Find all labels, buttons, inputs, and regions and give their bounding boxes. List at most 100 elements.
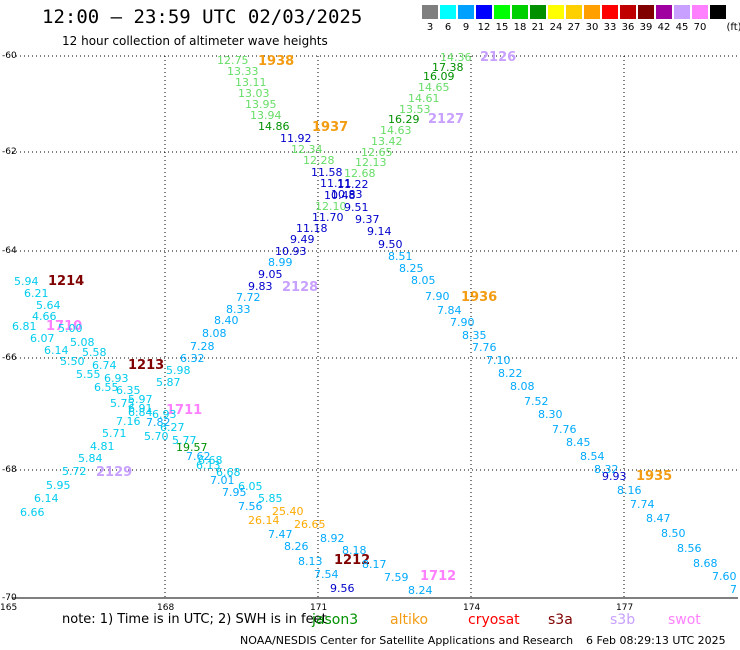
swh-reading: 5.94 [14, 275, 39, 288]
track-time-label: 1213 [128, 358, 164, 373]
swh-reading: 7.95 [222, 486, 247, 499]
swh-reading: 13.94 [250, 109, 282, 122]
swh-reading: 16.29 [388, 113, 420, 126]
swh-reading: 6.05 [238, 480, 263, 493]
latitude-label: -64 [2, 246, 17, 256]
legend-swatch [566, 5, 582, 19]
swh-reading: 8.16 [617, 484, 642, 497]
swh-reading: 8.92 [320, 532, 345, 545]
track-time-label: 1937 [312, 120, 348, 135]
legend-label: 18 [513, 22, 527, 33]
swh-reading: 6.27 [160, 421, 185, 434]
satellite-legend-s3a: s3a [548, 612, 573, 628]
swh-reading: 9.56 [330, 582, 355, 595]
swh-reading: 5.95 [46, 479, 71, 492]
swh-reading: 7.16 [116, 415, 141, 428]
legend-label: 12 [477, 22, 491, 33]
swh-reading: 8.08 [510, 380, 535, 393]
swh-reading: 9.37 [355, 213, 380, 226]
legend-label: 39 [639, 22, 653, 33]
swh-reading: 5.58 [82, 346, 107, 359]
swh-reading: 12.75 [217, 54, 249, 67]
track-time-label: 1935 [636, 469, 672, 484]
swh-reading: 5.64 [36, 299, 61, 312]
swh-reading: 11.92 [280, 132, 312, 145]
swh-reading: 16.09 [423, 70, 455, 83]
legend-label: 42 [657, 22, 671, 33]
legend-swatch [638, 5, 654, 19]
legend-swatch [656, 5, 672, 19]
swh-reading: 6.07 [30, 332, 55, 345]
swh-reading: 6.68 [216, 466, 241, 479]
swh-reading: 14.61 [408, 92, 440, 105]
swh-reading: 7 [730, 583, 737, 596]
swh-reading: 19.57 [176, 441, 208, 454]
legend-label: 33 [603, 22, 617, 33]
swh-reading: 6.91 [128, 402, 153, 415]
swh-reading: 4.81 [90, 440, 115, 453]
legend-label: 36 [621, 22, 635, 33]
swh-reading: 12.68 [344, 167, 376, 180]
footer-note: note: 1) Time is in UTC; 2) SWH is in fe… [62, 612, 327, 627]
legend-unit: (ft) [726, 22, 740, 33]
legend-swatch [494, 5, 510, 19]
latitude-label: -62 [2, 147, 17, 157]
legend-label: 15 [495, 22, 509, 33]
legend-label: 30 [585, 22, 599, 33]
track-time-label: 1711 [166, 403, 202, 418]
swh-reading: 26.65 [294, 518, 326, 531]
legend-swatch [602, 5, 618, 19]
swh-reading: 10.93 [275, 245, 307, 258]
swh-reading: 6.66 [20, 506, 45, 519]
swh-reading: 8.17 [362, 558, 387, 571]
satellite-legend-altiko: altiko [390, 612, 429, 628]
swh-reading: 13.11 [235, 76, 267, 89]
swh-reading: 6.68 [198, 454, 223, 467]
legend-label: 3 [426, 22, 434, 33]
swh-reading: 8.13 [298, 555, 323, 568]
swh-reading: 8.56 [677, 542, 702, 555]
legend-swatch [584, 5, 600, 19]
swh-reading: 5.71 [102, 427, 127, 440]
swh-reading: 8.33 [226, 303, 251, 316]
swh-reading: 6.32 [180, 352, 205, 365]
longitude-label: 165 [0, 603, 18, 613]
swh-reading: 4.66 [32, 310, 57, 323]
swh-reading: 25.40 [272, 505, 304, 518]
swh-reading: 6.93 [152, 408, 177, 421]
swh-reading: 12.65 [361, 146, 393, 159]
swh-reading: 8.30 [538, 408, 563, 421]
credit-text: NOAA/NESDIS Center for Satellite Applica… [240, 634, 574, 647]
swh-reading: 6.81 [12, 320, 37, 333]
swh-reading: 5.87 [156, 376, 181, 389]
swh-reading: 9.83 [248, 280, 273, 293]
swh-reading: 8.05 [411, 274, 436, 287]
map-subtitle: 12 hour collection of altimeter wave hei… [62, 34, 328, 48]
swh-reading: 6.14 [44, 344, 69, 357]
track-time-label: 2126 [480, 50, 516, 65]
swh-reading: 7.47 [268, 528, 293, 541]
latitude-label: -68 [2, 465, 17, 475]
swh-reading: 5.55 [76, 368, 101, 381]
swh-reading: 11.11 [320, 177, 352, 190]
swh-reading: 9.14 [367, 225, 392, 238]
swh-reading: 8.22 [498, 367, 523, 380]
swh-reading: 5.08 [70, 336, 95, 349]
swh-reading: 6.55 [94, 381, 119, 394]
track-time-label: 1712 [420, 569, 456, 584]
swh-reading: 7.10 [486, 354, 511, 367]
legend-swatch [620, 5, 636, 19]
legend-label: 21 [531, 22, 545, 33]
swh-reading: 5.85 [258, 492, 283, 505]
swh-reading: 13.33 [227, 65, 259, 78]
swh-reading: 8.24 [408, 584, 433, 597]
track-time-label: 1936 [461, 290, 497, 305]
swh-reading: 6.14 [34, 492, 59, 505]
swh-reading: 5.77 [172, 434, 197, 447]
swh-reading: 8.51 [388, 250, 413, 263]
legend-swatch [512, 5, 528, 19]
swh-reading: 12.10 [315, 200, 347, 213]
swh-reading: 7.59 [384, 571, 409, 584]
swh-reading: 17.38 [432, 61, 464, 74]
legend-swatch [692, 5, 708, 19]
